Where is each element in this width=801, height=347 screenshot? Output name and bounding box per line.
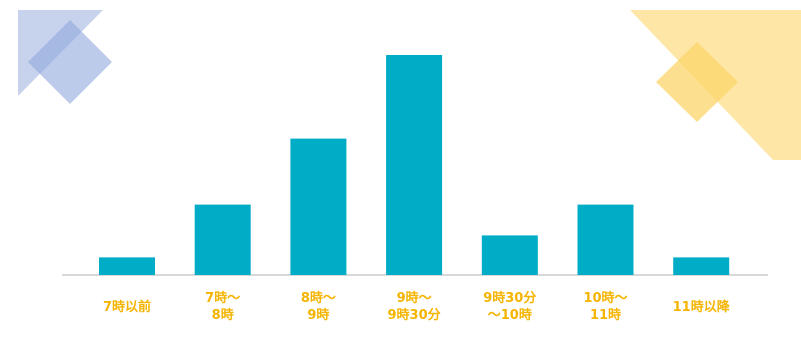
bar-1 bbox=[99, 257, 155, 275]
bar-7 bbox=[673, 257, 730, 275]
category-label-7: 11時以降 bbox=[673, 299, 731, 315]
decoration-yellow-diamonds bbox=[630, 10, 801, 160]
category-label-5: 9時30分〜10時 bbox=[483, 290, 536, 323]
category-label-6: 10時〜 11時 bbox=[583, 290, 627, 323]
category-label-2: 7時〜 8時 bbox=[205, 290, 240, 323]
bar-2 bbox=[194, 204, 251, 275]
bar-4 bbox=[386, 55, 443, 275]
category-label-1: 7時以前 bbox=[103, 299, 151, 315]
category-label-4: 9時〜 9時30分 bbox=[388, 290, 441, 323]
bar-5 bbox=[481, 235, 538, 275]
bar-6 bbox=[577, 204, 634, 275]
decoration-blue-diamonds bbox=[18, 10, 112, 104]
category-label-3: 8時〜 9時 bbox=[301, 290, 336, 323]
bar-3 bbox=[290, 138, 347, 275]
